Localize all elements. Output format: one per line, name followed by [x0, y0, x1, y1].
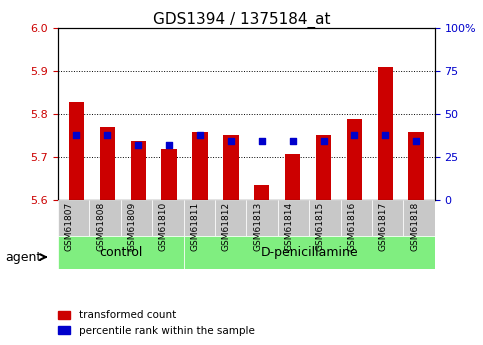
Text: control: control: [99, 246, 142, 259]
Point: [196, 132, 204, 137]
Bar: [184, 236, 435, 269]
Point: [258, 139, 266, 144]
Bar: [192, 132, 208, 200]
Text: GSM61811: GSM61811: [190, 202, 199, 251]
Text: agent: agent: [5, 250, 41, 264]
Bar: [316, 135, 331, 200]
Point: [134, 142, 142, 148]
Text: GSM61817: GSM61817: [379, 202, 388, 251]
Bar: [246, 200, 278, 236]
Text: GSM61810: GSM61810: [159, 202, 168, 251]
Point: [72, 132, 80, 137]
Bar: [223, 135, 239, 200]
Bar: [341, 200, 372, 236]
Text: GSM61818: GSM61818: [410, 202, 419, 251]
Bar: [278, 200, 309, 236]
Point: [320, 139, 327, 144]
Bar: [161, 149, 177, 200]
Point: [382, 132, 389, 137]
Point: [412, 139, 420, 144]
Text: GSM61813: GSM61813: [253, 202, 262, 251]
Text: GSM61809: GSM61809: [128, 202, 137, 251]
Bar: [372, 200, 403, 236]
Point: [351, 132, 358, 137]
Bar: [378, 67, 393, 200]
Text: GSM61807: GSM61807: [65, 202, 73, 251]
Text: GSM61816: GSM61816: [347, 202, 356, 251]
Bar: [254, 185, 270, 200]
Point: [165, 142, 173, 148]
Point: [289, 139, 297, 144]
Bar: [58, 236, 184, 269]
Bar: [309, 200, 341, 236]
Text: GSM61815: GSM61815: [316, 202, 325, 251]
Bar: [99, 127, 115, 200]
Bar: [58, 200, 89, 236]
Bar: [409, 132, 424, 200]
Bar: [347, 119, 362, 200]
Text: GSM61814: GSM61814: [284, 202, 294, 251]
Bar: [285, 154, 300, 200]
Text: GSM61808: GSM61808: [96, 202, 105, 251]
Bar: [130, 140, 146, 200]
Bar: [184, 200, 215, 236]
Bar: [403, 200, 435, 236]
Bar: [215, 200, 246, 236]
Bar: [152, 200, 184, 236]
Point: [227, 139, 235, 144]
Bar: [89, 200, 121, 236]
Text: D-penicillamine: D-penicillamine: [260, 246, 358, 259]
Point: [103, 132, 111, 137]
Text: GSM61812: GSM61812: [222, 202, 231, 251]
Bar: [69, 102, 84, 200]
Text: GDS1394 / 1375184_at: GDS1394 / 1375184_at: [153, 12, 330, 28]
Legend: transformed count, percentile rank within the sample: transformed count, percentile rank withi…: [54, 306, 258, 340]
Bar: [121, 200, 152, 236]
